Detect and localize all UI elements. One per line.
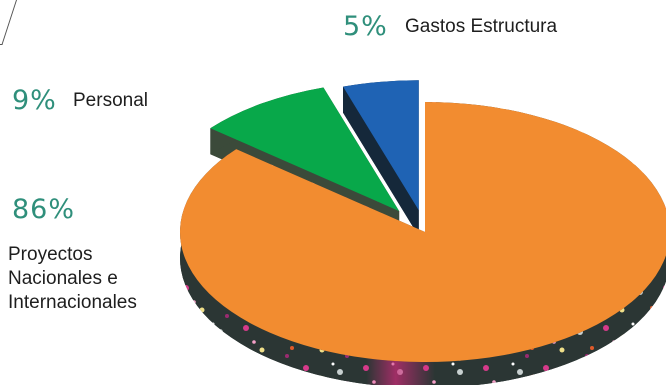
proyectos-label-line-2: Nacionales e [8, 267, 118, 289]
proyectos-label-line-1: Proyectos [8, 244, 93, 265]
pie-slice-personal [210, 87, 400, 212]
proyectos-percent-label: 86% [12, 194, 76, 225]
gastos-percent-label: 5% [343, 11, 388, 42]
personal-label: Personal [73, 90, 148, 111]
proyectos-label: Proyectos Nacionales e Internacionales [8, 243, 137, 314]
pie-slice-proyectos-nacionales-e-internacionales [180, 102, 666, 362]
pie-slice-wall-0-0 [343, 86, 419, 237]
gastos-label: Gastos Estructura [405, 16, 558, 37]
personal-percent-label: 9% [12, 85, 57, 116]
pie-slice-gastos-estructura [343, 80, 419, 211]
proyectos-label-line-3: Internacionales [8, 291, 137, 313]
